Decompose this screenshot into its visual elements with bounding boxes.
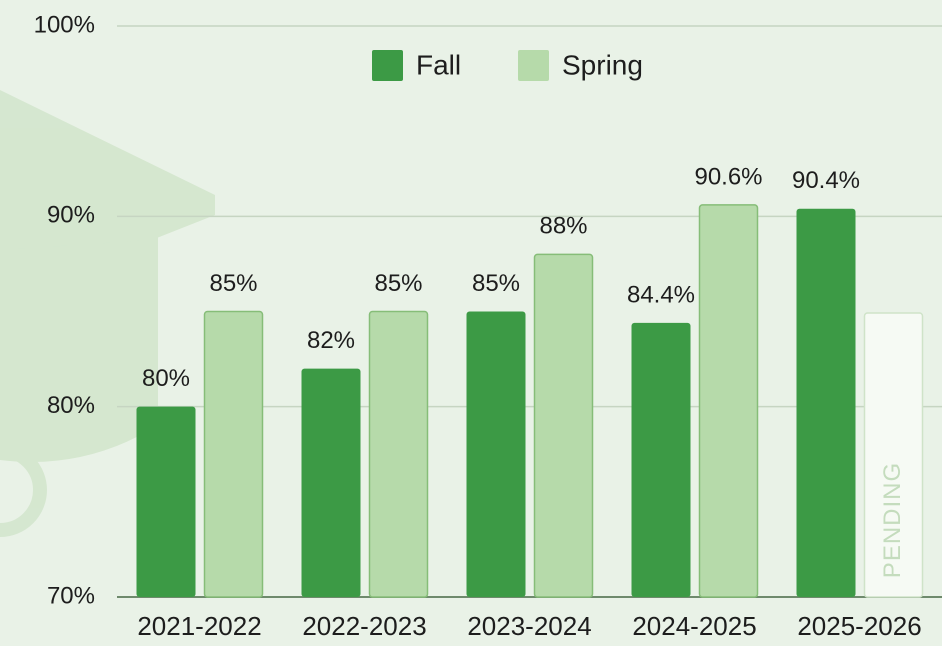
y-tick-label: 70%: [47, 582, 95, 609]
y-tick-label: 80%: [47, 392, 95, 419]
x-tick-label: 2025-2026: [797, 611, 921, 641]
value-label: 85%: [209, 270, 257, 297]
legend-label: Fall: [416, 49, 461, 80]
bar: [301, 368, 361, 597]
bar: [136, 406, 196, 597]
x-tick-label: 2023-2024: [467, 611, 591, 641]
bar: [796, 208, 856, 597]
legend-swatch: [372, 50, 403, 81]
bar: [631, 322, 691, 597]
bar: [203, 310, 264, 598]
bar: [698, 204, 759, 598]
bar: [533, 253, 594, 598]
graduation-cap-decoration: [0, 90, 215, 537]
value-label: 88%: [539, 213, 587, 240]
legend-swatch: [518, 50, 549, 81]
legend-label: Spring: [562, 49, 643, 80]
bar: [368, 310, 429, 598]
y-tick-label: 90%: [47, 202, 95, 229]
bar: [466, 311, 526, 597]
y-tick-label: 100%: [34, 11, 95, 38]
x-tick-label: 2022-2023: [302, 611, 426, 641]
value-label: 80%: [142, 365, 190, 392]
x-tick-label: 2021-2022: [137, 611, 261, 641]
pending-label: PENDING: [879, 462, 906, 578]
value-label: 82%: [307, 327, 355, 354]
value-label: 85%: [472, 270, 520, 297]
x-tick-label: 2024-2025: [632, 611, 756, 641]
value-label: 90.6%: [694, 163, 762, 190]
value-label: 90.4%: [792, 167, 860, 194]
value-label: 85%: [374, 270, 422, 297]
pending-placeholder: [863, 312, 924, 598]
value-label: 84.4%: [627, 281, 695, 308]
